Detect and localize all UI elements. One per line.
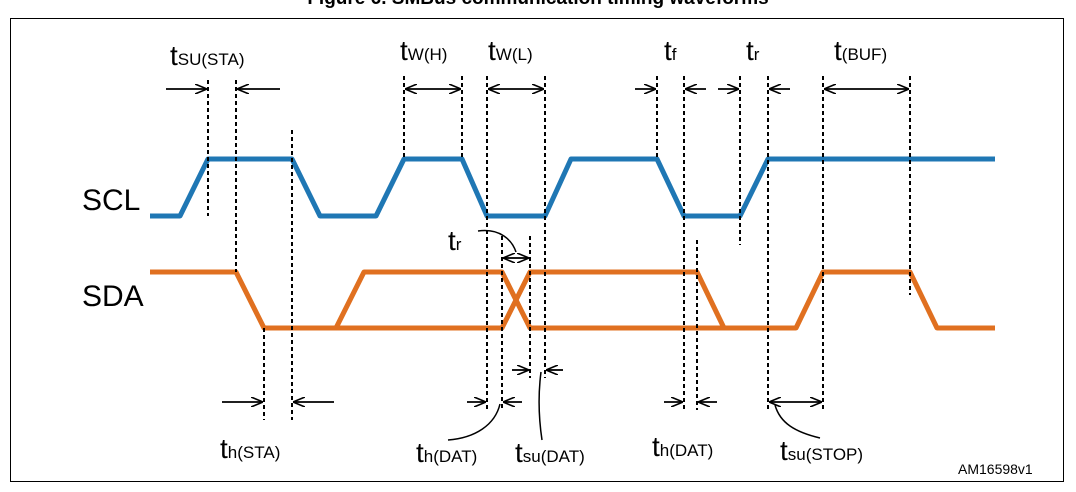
t-r-mid-label: tr bbox=[448, 225, 462, 256]
sda-waveform-high bbox=[264, 269, 724, 331]
diagram-frame bbox=[10, 18, 1064, 482]
t-buf-label: t(BUF) bbox=[834, 35, 887, 66]
t-r-top-label: tr bbox=[746, 35, 760, 66]
t-h-sta-label: th(STA) bbox=[220, 433, 280, 464]
t-su-stop-label: tsu(STOP) bbox=[780, 435, 863, 466]
t-su-dat-label: tsu(DAT) bbox=[515, 437, 585, 468]
t-h-dat-label-1: th(DAT) bbox=[416, 437, 477, 468]
sda-label: SDA bbox=[82, 280, 144, 313]
t-f-label: tf bbox=[664, 35, 677, 66]
sda-waveform-low bbox=[150, 269, 995, 331]
reference-lines bbox=[207, 76, 911, 420]
t-su-sta-label: tSU(STA) bbox=[170, 40, 245, 71]
figure-title: Figure 6. SMBus communication timing wav… bbox=[0, 0, 1076, 10]
t-w-h-label: tW(H) bbox=[400, 35, 447, 66]
t-w-l-label: tW(L) bbox=[488, 35, 533, 66]
figure-code: AM16598v1 bbox=[958, 461, 1033, 477]
scl-waveform bbox=[150, 156, 995, 219]
timing-arrows bbox=[166, 89, 908, 402]
leader-lines bbox=[447, 229, 821, 441]
scl-label: SCL bbox=[82, 184, 140, 217]
t-h-dat-label-2: th(DAT) bbox=[652, 431, 713, 462]
